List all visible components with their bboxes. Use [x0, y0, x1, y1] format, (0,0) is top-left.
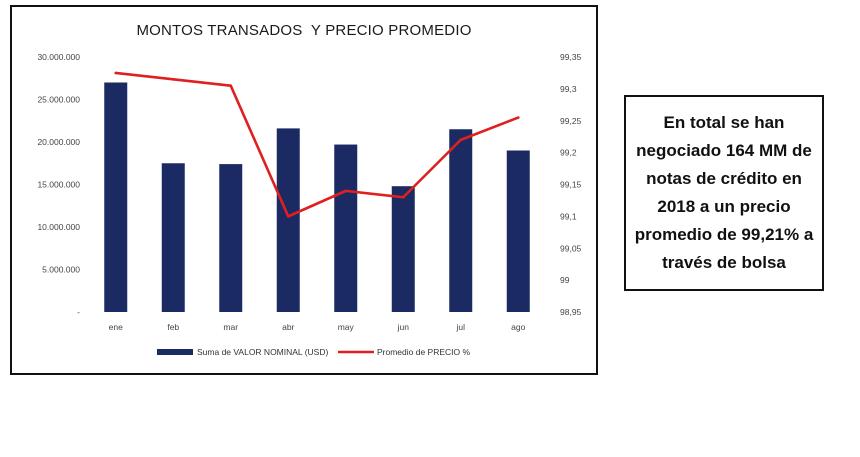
- chart-title: MONTOS TRANSADOS Y PRECIO PROMEDIO: [136, 22, 472, 39]
- right-tick-label: 99,35: [560, 52, 582, 62]
- bar-ene: [104, 82, 128, 312]
- left-tick-label: 15.000.000: [37, 180, 80, 190]
- x-tick-label: feb: [167, 322, 179, 332]
- combo-chart: - 5.000.000 10.000.000 15.000.000 20.000.000…: [37, 52, 582, 357]
- left-tick-label: 30.000.000: [37, 52, 80, 62]
- x-tick-label: abr: [282, 322, 294, 332]
- x-tick-label: ago: [511, 322, 525, 332]
- bar-feb: [161, 163, 185, 312]
- bar-jun: [391, 186, 415, 312]
- line-layer: [114, 71, 520, 218]
- price-line: [115, 71, 519, 218]
- right-tick-label: 99,2: [560, 148, 577, 158]
- bar-may: [334, 144, 358, 312]
- bar-mar: [219, 164, 243, 312]
- legend: Suma de VALOR NOMINAL (USD) Promedio de …: [157, 347, 471, 357]
- x-axis-ticks: ene feb mar abr may jun jul ago: [109, 322, 526, 332]
- legend-swatch-bar: [157, 349, 193, 355]
- price-point-jul: [459, 138, 463, 142]
- x-tick-label: ene: [109, 322, 123, 332]
- price-point-ene: [114, 71, 118, 75]
- legend-label-line: Promedio de PRECIO %: [377, 347, 471, 357]
- x-tick-label: jul: [455, 322, 465, 332]
- left-tick-label: 20.000.000: [37, 137, 80, 147]
- right-axis-ticks: 98,95 99 99,05 99,1 99,15 99,2 99,25 99,3 99,35: [560, 52, 582, 317]
- left-tick-label: 5.000.000: [42, 265, 80, 275]
- price-point-feb: [171, 78, 175, 81]
- x-tick-label: jun: [397, 322, 410, 332]
- right-tick-label: 99,1: [560, 211, 577, 221]
- x-tick-label: may: [338, 322, 355, 332]
- summary-callout: En total se han negociado 164 MM de nota…: [624, 95, 824, 291]
- x-tick-label: mar: [223, 322, 238, 332]
- right-tick-label: 99,3: [560, 84, 577, 94]
- bar-jul: [449, 129, 473, 312]
- price-point-abr: [286, 215, 290, 218]
- right-tick-label: 98,95: [560, 307, 582, 317]
- summary-text: En total se han negociado 164 MM de nota…: [634, 113, 814, 272]
- price-point-ago: [516, 116, 520, 119]
- left-axis-ticks: - 5.000.000 10.000.000 15.000.000 20.000.000…: [37, 52, 80, 317]
- price-point-mar: [229, 84, 233, 87]
- chart-frame: MONTOS TRANSADOS Y PRECIO PROMEDIO - 5.00…: [10, 5, 598, 375]
- bars-layer: [104, 82, 530, 312]
- left-tick-label: -: [77, 307, 80, 317]
- bar-abr: [276, 128, 300, 312]
- right-tick-label: 99: [560, 275, 570, 285]
- right-tick-label: 99,15: [560, 180, 582, 190]
- price-point-may: [344, 189, 348, 193]
- left-tick-label: 25.000.000: [37, 95, 80, 105]
- price-point-jun: [401, 195, 405, 199]
- bar-ago: [506, 150, 530, 312]
- legend-label-bar: Suma de VALOR NOMINAL (USD): [197, 347, 328, 357]
- right-tick-label: 99,25: [560, 116, 582, 126]
- right-tick-label: 99,05: [560, 243, 582, 253]
- left-tick-label: 10.000.000: [37, 222, 80, 232]
